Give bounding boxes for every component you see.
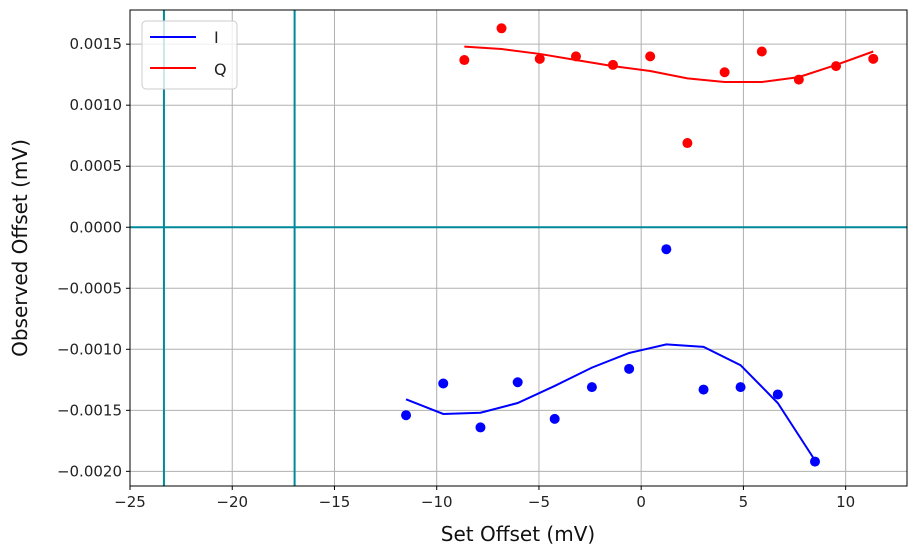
- y-tick-label: 0.0005: [70, 157, 123, 175]
- ticks: −25 −20 −15 −10 −5 0 5 10 0.0015 0.0010 0.0005 0.00…: [57, 35, 855, 511]
- y-tick-label: 0.0000: [70, 218, 123, 236]
- y-axis-label: Observed Offset (mV): [8, 139, 32, 357]
- data-point-i: [735, 382, 746, 393]
- grid: [129, 10, 907, 486]
- data-point-i: [586, 382, 597, 393]
- data-point-i: [549, 413, 560, 424]
- data-point-q: [793, 74, 804, 85]
- data-point-q: [459, 55, 470, 66]
- data-point-q: [756, 46, 767, 57]
- x-axis-label: Set Offset (mV): [441, 522, 595, 546]
- legend-label-q: Q: [214, 60, 227, 79]
- series-layer: [401, 23, 879, 467]
- x-tick-label: −15: [319, 493, 351, 511]
- data-point-q: [534, 53, 545, 64]
- data-point-i: [661, 244, 672, 255]
- x-tick-label: 10: [836, 493, 855, 511]
- y-tick-label: −0.0010: [57, 340, 122, 358]
- x-tick-label: −20: [216, 493, 248, 511]
- y-tick-label: 0.0015: [70, 35, 123, 53]
- data-point-q: [645, 51, 656, 62]
- x-tick-label: 0: [636, 493, 646, 511]
- fit-line-q: [464, 45, 874, 84]
- data-point-i: [772, 389, 783, 400]
- x-tick-label: −10: [421, 493, 453, 511]
- data-point-i: [698, 384, 709, 395]
- y-tick-label: 0.0010: [70, 96, 123, 114]
- data-point-i: [475, 422, 486, 433]
- legend: I Q: [141, 20, 238, 90]
- data-point-i: [438, 378, 449, 389]
- fit-line-i: [405, 343, 816, 461]
- legend-label-i: I: [214, 28, 219, 47]
- reference-lines: [130, 10, 907, 486]
- x-tick-label: 5: [739, 493, 749, 511]
- data-point-q: [868, 53, 879, 64]
- data-point-q: [682, 138, 693, 149]
- y-tick-label: −0.0015: [57, 401, 122, 419]
- data-point-q: [719, 67, 730, 78]
- data-point-q: [570, 51, 581, 62]
- data-point-i: [512, 377, 523, 388]
- plot-frame: [129, 9, 908, 487]
- x-tick-label: −5: [528, 493, 550, 511]
- data-point-q: [496, 23, 507, 34]
- data-point-i: [624, 363, 635, 374]
- data-point-q: [831, 61, 842, 72]
- data-point-q: [607, 59, 618, 70]
- y-tick-label: −0.0020: [57, 462, 122, 480]
- data-point-i: [809, 456, 820, 467]
- x-tick-label: −25: [114, 493, 146, 511]
- data-point-i: [401, 410, 412, 421]
- y-tick-label: −0.0005: [57, 279, 122, 297]
